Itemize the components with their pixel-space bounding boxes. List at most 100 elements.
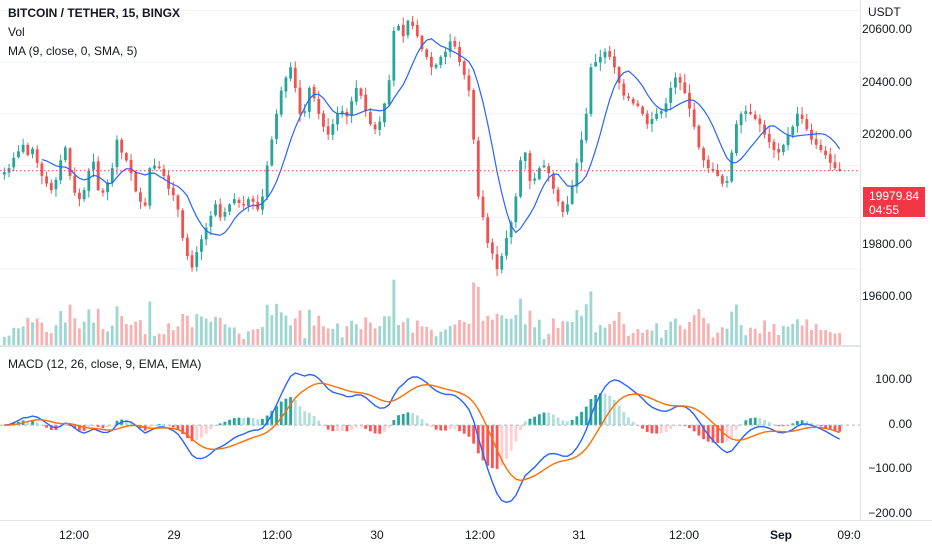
candle-body xyxy=(570,186,574,204)
macd-histogram-bar xyxy=(453,425,457,430)
volume-bar xyxy=(289,325,293,345)
volume-bar xyxy=(350,320,354,345)
candle-body xyxy=(275,113,278,140)
candle-body xyxy=(317,98,321,114)
volume-bar xyxy=(429,329,433,345)
candle-body xyxy=(777,149,781,153)
volume-bar xyxy=(730,311,734,345)
volume-bar xyxy=(139,320,142,345)
candle-body xyxy=(763,124,766,135)
volume-bar xyxy=(181,313,185,345)
macd-tick: 0.00 xyxy=(888,417,912,431)
macd-histogram-bar xyxy=(223,421,227,426)
macd-histogram-bar xyxy=(697,425,701,436)
volume-bar xyxy=(279,312,283,345)
macd-histogram-bar xyxy=(594,394,598,426)
macd-histogram-bar xyxy=(767,422,771,426)
macd-histogram-bar xyxy=(486,425,490,466)
volume-bar xyxy=(523,324,527,345)
macd-histogram-bar xyxy=(157,424,161,426)
volume-bar xyxy=(368,322,372,345)
volume-bar xyxy=(124,324,128,345)
macd-histogram-bar xyxy=(664,425,668,432)
volume-bar xyxy=(411,332,415,345)
macd-histogram-bar xyxy=(439,425,443,431)
macd-histogram-bar xyxy=(387,425,391,428)
macd-histogram-bar xyxy=(566,421,569,426)
macd-histogram-bar xyxy=(824,425,827,428)
macd-histogram-bar xyxy=(631,421,635,426)
candle-body xyxy=(110,168,114,183)
macd-histogram-bar xyxy=(228,419,232,426)
bar-countdown: 04:55 xyxy=(869,203,900,217)
candle-body xyxy=(12,157,16,168)
volume-bar xyxy=(2,336,6,345)
macd-histogram-bar xyxy=(106,425,109,428)
macd-histogram-bar xyxy=(472,425,476,444)
candle-body xyxy=(387,80,391,105)
candle-body xyxy=(791,126,795,136)
candle-body xyxy=(420,35,424,50)
macd-histogram-bar xyxy=(490,425,494,469)
macd-histogram-bar xyxy=(45,425,48,428)
volume-bar xyxy=(49,333,53,345)
macd-histogram-bar xyxy=(542,412,546,426)
volume-bar xyxy=(345,326,349,345)
candle-body xyxy=(368,112,372,125)
volume-bar xyxy=(87,309,91,345)
candle-body xyxy=(735,124,738,154)
volume-legend[interactable]: Vol xyxy=(8,25,25,39)
macd-legend[interactable]: MACD (12, 26, close, 9, EMA, EMA) xyxy=(8,357,202,371)
volume-bar xyxy=(26,317,30,345)
macd-histogram-bar xyxy=(725,425,729,442)
candle-body xyxy=(120,139,124,153)
candle-body xyxy=(678,77,682,83)
macd-histogram-bar xyxy=(148,425,152,428)
macd-histogram-bar xyxy=(279,401,283,426)
volume-bar xyxy=(533,327,537,345)
pane-separator[interactable] xyxy=(0,345,860,347)
macd-histogram-bar xyxy=(444,425,447,431)
candle-body xyxy=(833,162,837,169)
candle-body xyxy=(246,199,250,206)
volume-bar xyxy=(256,328,260,345)
volume-bar xyxy=(669,321,673,345)
macd-histogram-bar xyxy=(270,411,274,426)
candle-body xyxy=(603,51,607,58)
macd-histogram-bar xyxy=(655,425,659,434)
macd-tick: −100.00 xyxy=(868,461,912,475)
volume-bar xyxy=(101,329,105,345)
candle-body xyxy=(547,166,551,174)
volume-bar xyxy=(228,327,232,345)
chart-canvas[interactable] xyxy=(0,0,860,520)
macd-histogram-bar xyxy=(336,425,339,432)
volume-bar xyxy=(171,330,175,345)
macd-histogram-bar xyxy=(420,419,424,426)
volume-bar xyxy=(490,319,494,345)
candle-body xyxy=(767,133,771,143)
volume-bar xyxy=(204,318,208,345)
volume-bar xyxy=(608,324,612,345)
ma-legend[interactable]: MA (9, close, 0, SMA, 5) xyxy=(8,44,138,58)
candle-body xyxy=(139,192,142,202)
candle-body xyxy=(509,222,513,238)
volume-bar xyxy=(134,321,138,345)
volume-bar xyxy=(392,279,396,345)
volume-bar xyxy=(622,323,626,345)
symbol-legend[interactable]: BITCOIN / TETHER, 15, BINGX xyxy=(8,6,180,20)
macd-histogram-bar xyxy=(580,411,583,426)
macd-histogram-bar xyxy=(495,425,499,469)
volume-bar xyxy=(275,303,278,345)
volume-bar xyxy=(21,326,25,345)
volume-bar xyxy=(59,311,63,345)
candle-body xyxy=(54,179,58,190)
volume-bar xyxy=(481,320,485,345)
time-tick: 30 xyxy=(370,528,384,542)
macd-tick: −200.00 xyxy=(868,506,912,520)
macd-histogram-bar xyxy=(650,425,654,434)
volume-bar xyxy=(509,318,513,345)
macd-histogram-bar xyxy=(96,425,100,428)
candle-body xyxy=(580,139,583,163)
candle-body xyxy=(551,174,555,189)
volume-bar xyxy=(242,338,246,345)
